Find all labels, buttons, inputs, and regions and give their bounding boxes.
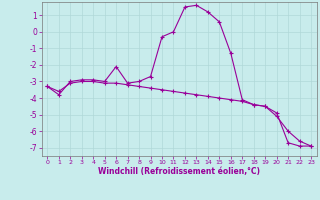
X-axis label: Windchill (Refroidissement éolien,°C): Windchill (Refroidissement éolien,°C) — [98, 167, 260, 176]
